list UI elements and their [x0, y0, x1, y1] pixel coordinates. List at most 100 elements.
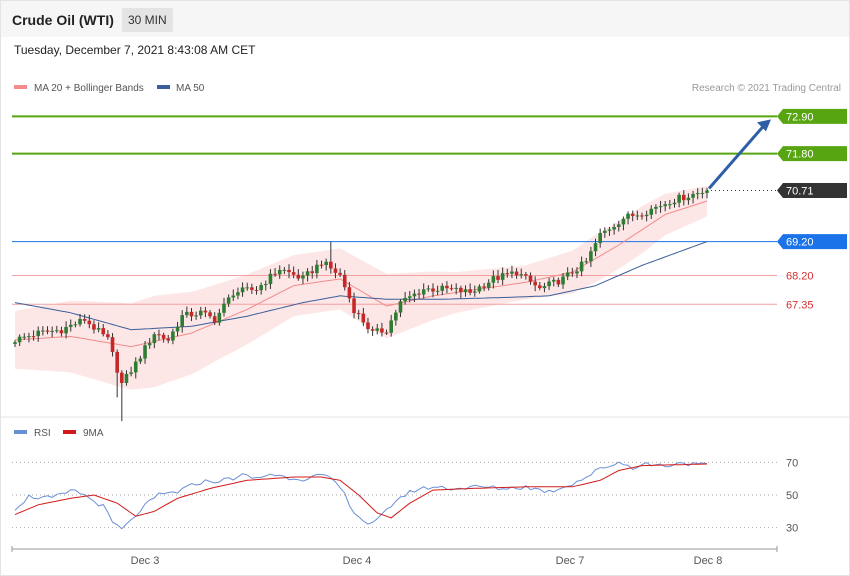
candle	[277, 265, 282, 279]
support-label: 68.20	[786, 271, 814, 283]
rsi-tick-label: 50	[786, 490, 798, 502]
candle	[129, 366, 133, 377]
forecast-arrow	[707, 119, 771, 190]
candle	[301, 271, 305, 285]
level-tags: 72.90 71.80 70.71 69.20 68.20 67.35	[777, 108, 847, 311]
x-tick-label: Dec 7	[556, 555, 585, 567]
candle	[394, 309, 398, 326]
candle	[189, 307, 194, 322]
resistance-tag	[777, 108, 847, 124]
candle	[668, 199, 672, 210]
candle	[171, 328, 175, 345]
candle	[700, 187, 705, 199]
candle	[41, 326, 45, 336]
candle	[329, 241, 333, 274]
candle	[180, 310, 184, 333]
candle	[542, 282, 547, 293]
candle	[27, 332, 31, 343]
candle	[120, 370, 124, 422]
candle	[533, 276, 537, 292]
candle	[324, 258, 328, 271]
candle	[254, 286, 259, 295]
support-label: 67.35	[786, 299, 814, 311]
timestamp: Tuesday, December 7, 2021 8:43:08 AM CET	[14, 43, 256, 57]
candle	[505, 268, 510, 278]
x-tick-label: Dec 3	[131, 555, 160, 567]
candle	[282, 267, 287, 275]
candle	[273, 268, 277, 277]
candle	[68, 319, 73, 332]
candle	[106, 330, 110, 340]
candle	[22, 333, 27, 340]
candle	[347, 281, 352, 303]
candle	[547, 277, 551, 291]
resistance-tag-label: 72.90	[786, 111, 814, 123]
candle	[73, 321, 78, 328]
candle	[50, 326, 54, 338]
candle	[115, 349, 119, 398]
time-axis: Dec 3 Dec 4 Dec 7 Dec 8	[11, 546, 778, 567]
rsi-ma-swatch	[63, 430, 76, 434]
candle	[603, 227, 607, 238]
candle	[166, 334, 171, 344]
candle	[319, 260, 324, 269]
candle	[417, 288, 421, 299]
candle	[380, 322, 384, 337]
candle	[407, 291, 412, 303]
last-tag-label: 70.71	[786, 186, 814, 198]
candle	[556, 277, 561, 287]
candle	[654, 204, 658, 215]
candle	[649, 205, 654, 220]
candle	[630, 210, 635, 222]
candle	[472, 285, 477, 297]
candle	[500, 267, 505, 285]
candle	[695, 188, 700, 200]
ma50-line	[14, 241, 708, 331]
candle	[17, 334, 22, 346]
candle	[398, 299, 403, 318]
candle	[175, 321, 180, 337]
candle	[305, 268, 310, 282]
candle	[161, 332, 166, 343]
candle	[356, 309, 361, 320]
candle	[435, 285, 440, 296]
candle	[570, 267, 575, 277]
candles	[13, 187, 709, 422]
candle	[185, 306, 189, 318]
arrow-shaft	[707, 123, 767, 190]
candle	[31, 330, 36, 341]
candle	[82, 314, 87, 324]
candle	[584, 257, 589, 264]
candle	[426, 285, 431, 292]
rsi-legend-label: RSI	[34, 428, 51, 439]
candle	[315, 259, 319, 279]
candle	[143, 341, 147, 364]
candle	[565, 267, 570, 281]
candle	[477, 284, 482, 294]
candle	[226, 294, 231, 307]
candle	[519, 268, 524, 279]
candle	[672, 198, 677, 208]
candle	[333, 263, 338, 279]
ma20-swatch	[14, 85, 27, 89]
candle	[250, 283, 254, 295]
candle	[361, 307, 366, 327]
candle	[287, 264, 291, 279]
candle	[370, 326, 375, 336]
candle	[510, 265, 514, 279]
candle	[78, 313, 82, 327]
candle	[658, 200, 663, 213]
candle	[208, 309, 212, 319]
candle	[291, 266, 296, 279]
candle	[589, 246, 593, 268]
rsi-swatch	[14, 430, 27, 434]
candle	[96, 322, 101, 333]
candle	[681, 190, 686, 206]
candle	[644, 210, 649, 222]
candle	[593, 238, 598, 257]
pivot-tag	[777, 234, 847, 250]
candle	[352, 292, 356, 319]
candle	[64, 321, 68, 339]
timeframe-badge[interactable]: 30 MIN	[122, 8, 173, 32]
